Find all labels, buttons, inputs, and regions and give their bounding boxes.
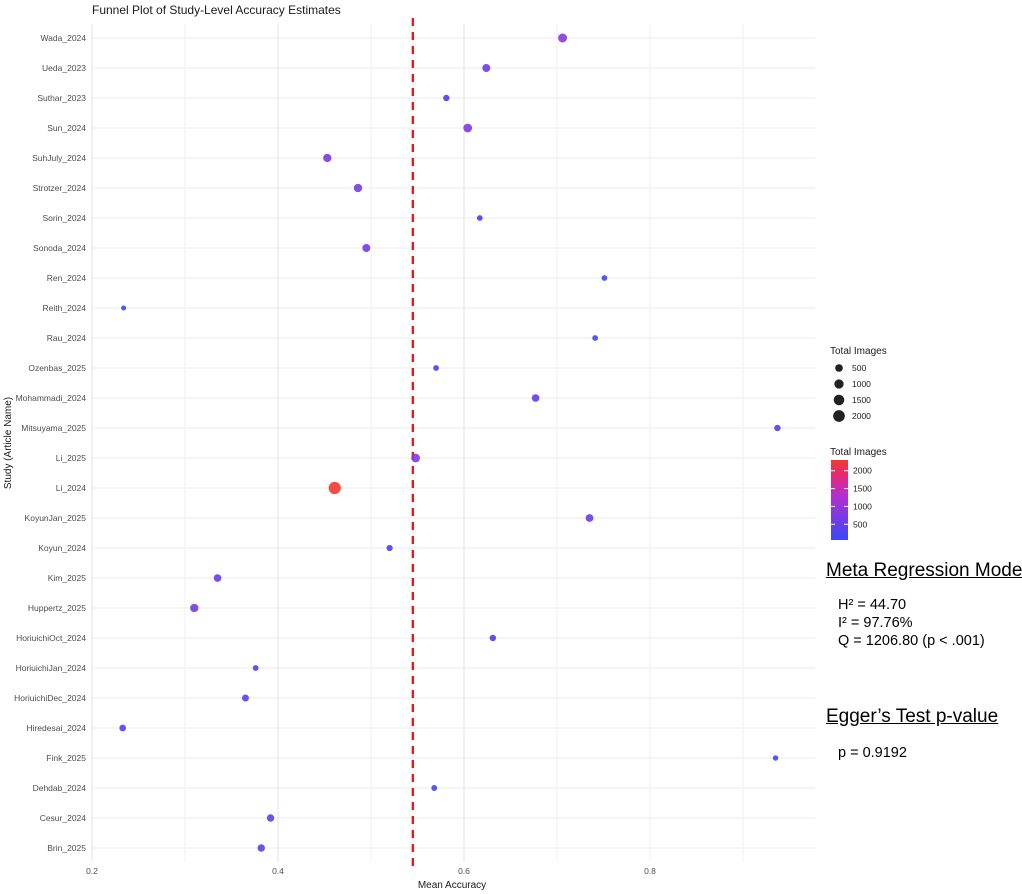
data-point [386,544,393,552]
data-point [601,275,608,281]
data-point [121,305,127,311]
data-point [431,785,438,791]
x-tick-labels: 0.2 0.4 0.6 0.8 [86,866,656,876]
y-tick-label: Rau_2024 [47,333,87,343]
y-tick-label: Koyun_2024 [38,543,86,553]
y-tick-label: Fink_2025 [46,753,86,763]
y-tick-labels: Wada_2024 Ueda_2023 Suthar_2023 Sun_2024 Suh… [14,33,86,853]
i2-value: I² = 97.76% [838,615,913,631]
data-points [119,33,781,852]
y-tick-label: KoyunJan_2025 [25,513,87,523]
y-tick-label: Mitsuyama_2025 [21,423,86,433]
y-tick-label: Dehdab_2024 [33,783,87,793]
data-point [463,123,473,133]
data-point [119,724,127,732]
y-tick-label: Mohammadi_2024 [16,393,87,403]
egger-p-value: p = 0.9192 [838,745,907,761]
x-tick-label: 0.2 [86,866,98,876]
y-tick-label: Sun_2024 [47,123,86,133]
data-point [362,243,371,253]
data-point [241,694,249,702]
color-legend-title: Total Images [830,447,887,458]
size-legend-swatch [835,364,843,372]
y-tick-label: Wada_2024 [40,33,86,43]
y-tick-label: Reith_2024 [43,303,87,313]
x-tick-label: 0.8 [644,866,656,876]
data-point [482,63,491,73]
color-legend-label: 2000 [853,466,872,476]
x-axis-title: Mean Accuracy [418,880,486,891]
data-point [266,814,275,822]
egger-test-title: Egger’s Test p-value [826,706,999,727]
h2-value: H² = 44.70 [838,597,907,613]
y-tick-label: Sorin_2024 [43,213,87,223]
x-tick-label: 0.6 [458,866,470,876]
size-legend: Total Images 500 1000 1500 2000 [830,346,887,422]
y-tick-label: Brin_2025 [47,843,86,853]
y-tick-label: Li_2024 [56,483,87,493]
data-point [353,183,363,193]
size-legend-swatch [833,394,845,406]
data-point [328,481,341,495]
data-point [190,603,199,613]
y-tick-label: Ueda_2023 [42,63,86,73]
y-tick-label: Li_2025 [56,453,87,463]
color-bar [831,460,848,540]
color-legend-label: 500 [853,519,867,529]
y-tick-label: Suthar_2023 [37,93,86,103]
grid-lines [91,24,815,862]
y-tick-label: Ren_2024 [47,273,87,283]
y-tick-label: Ozenbas_2025 [28,363,86,373]
x-tick-label: 0.4 [272,866,284,876]
data-point [323,153,332,163]
chart-title: Funnel Plot of Study-Level Accuracy Esti… [92,3,341,17]
size-legend-label: 1500 [852,395,871,405]
data-point [257,844,265,852]
data-point [213,574,222,582]
meta-regression-title: Meta Regression Model [826,560,1022,581]
meta-regression-block: Meta Regression Model H² = 44.70 I² = 97… [826,560,1022,650]
data-point [592,335,599,341]
size-legend-title: Total Images [830,346,887,357]
size-legend-label: 2000 [852,411,871,421]
y-axis-title: Study (Article Name) [3,397,14,489]
y-tick-label: Huppertz_2025 [28,603,86,613]
data-point [585,514,594,522]
q-value: Q = 1206.80 (p < .001) [838,633,985,649]
color-legend-label: 1500 [853,484,872,494]
color-legend: Total Images 2000 1500 1000 500 [830,447,887,540]
size-legend-label: 500 [852,363,866,373]
y-tick-label: Strotzer_2024 [33,183,87,193]
y-tick-label: HoriuichiOct_2024 [16,633,86,643]
data-point [774,424,781,432]
data-point [531,394,540,402]
y-tick-label: HoriuichiDec_2024 [14,693,86,703]
data-point [433,365,440,371]
data-point [772,755,779,761]
egger-test-block: Egger’s Test p-value p = 0.9192 [826,706,1016,762]
y-tick-label: Kim_2025 [48,573,87,583]
y-tick-label: HoriuichiJan_2024 [16,663,87,673]
y-tick-label: SuhJuly_2024 [32,153,86,163]
data-point [476,215,483,221]
size-legend-swatch [834,379,844,389]
size-legend-swatch [833,410,845,422]
data-point [252,665,259,671]
data-point [558,33,568,43]
y-tick-label: Sonoda_2024 [33,243,86,253]
y-tick-label: Cesur_2024 [40,813,87,823]
color-legend-label: 1000 [853,501,872,511]
y-tick-label: Hiredesai_2024 [26,723,86,733]
size-legend-label: 1000 [852,379,871,389]
data-point [411,453,420,463]
data-point [489,634,497,642]
data-point [443,94,450,102]
